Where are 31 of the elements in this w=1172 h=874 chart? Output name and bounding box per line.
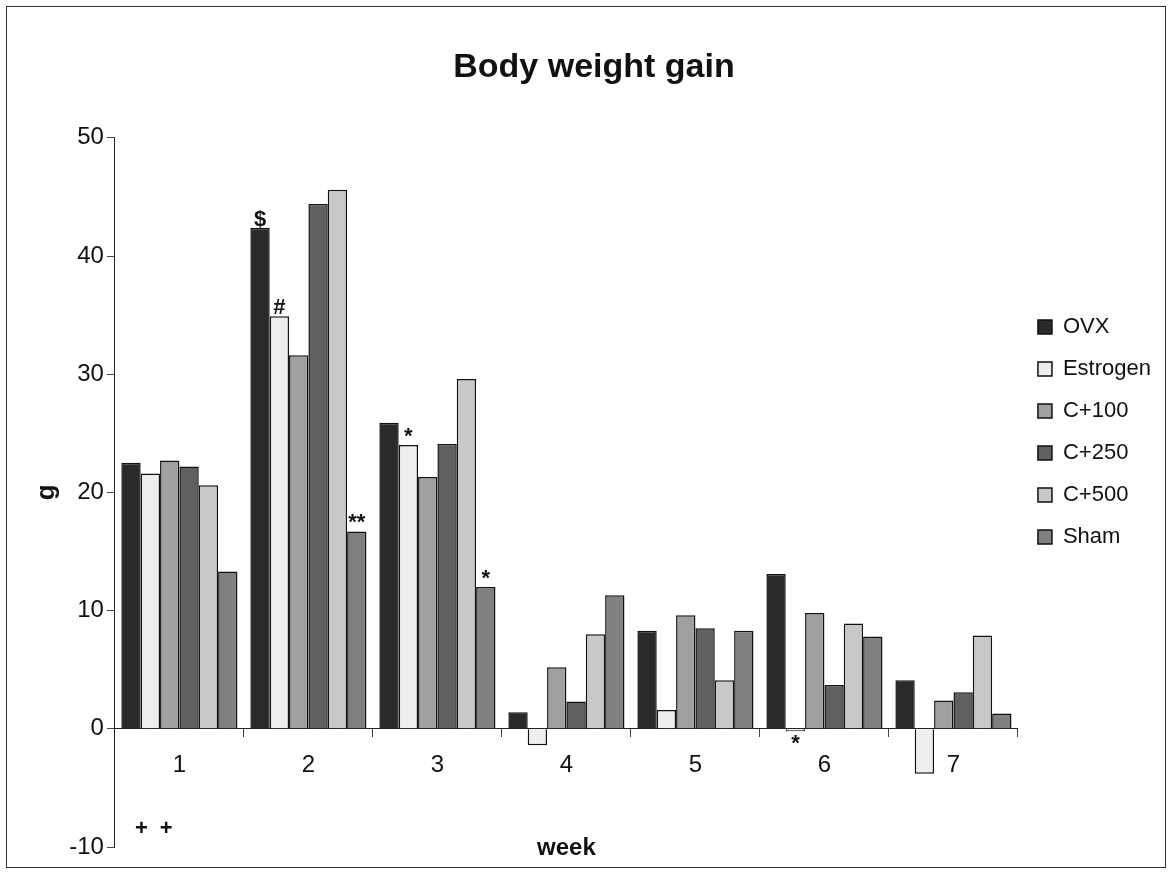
legend-label: C+250	[1062, 439, 1129, 465]
x-tick-label: 4	[559, 749, 574, 777]
x-tick-label: 7	[946, 749, 961, 777]
annotation: *	[481, 564, 491, 590]
x-tick-label: 2	[301, 749, 316, 777]
y-axis-title: g	[29, 484, 60, 501]
annotation: **	[348, 509, 366, 535]
annotation: *	[791, 730, 801, 756]
annotation: *	[404, 423, 414, 449]
annotation: +	[134, 815, 148, 840]
annotation: +	[159, 815, 173, 840]
y-tick-label: 30	[77, 358, 104, 386]
legend-label: Sham	[1062, 523, 1121, 549]
x-tick-label: 3	[430, 749, 445, 777]
legend-label: C+500	[1062, 481, 1129, 507]
legend-label: C+100	[1062, 397, 1129, 423]
x-tick-label: 1	[172, 749, 187, 777]
x-tick-label: 5	[688, 749, 703, 777]
y-tick-label: 0	[90, 713, 104, 741]
x-tick-label: 6	[817, 749, 832, 777]
legend-label: Estrogen	[1062, 355, 1152, 381]
y-tick-label: 50	[77, 122, 104, 150]
y-tick-label: 20	[77, 477, 104, 505]
annotation: #	[273, 294, 286, 320]
y-tick-label: 10	[77, 595, 104, 623]
chart-title: Body weight gain	[453, 45, 735, 84]
legend-label: OVX	[1062, 313, 1110, 339]
x-axis-title: week	[536, 832, 597, 860]
y-tick-label: -10	[69, 831, 104, 859]
annotation: $	[253, 205, 267, 231]
y-tick-label: 40	[77, 240, 104, 268]
